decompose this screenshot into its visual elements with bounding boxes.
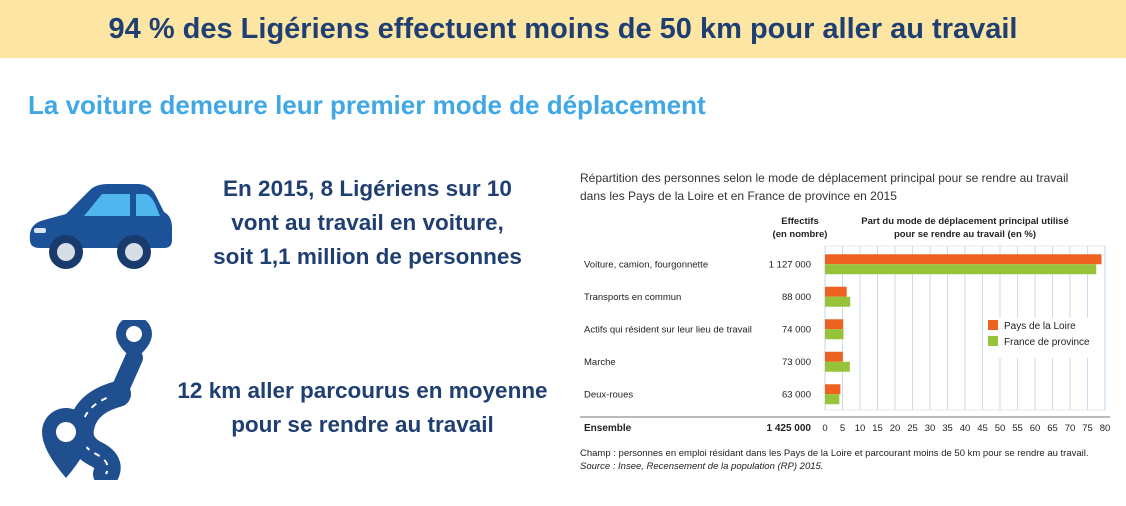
stat-distance-line2: pour se rendre au travail	[231, 411, 494, 437]
effectifs-header-line2: (en nombre)	[773, 229, 828, 240]
header-banner: 94 % des Ligériens effectuent moins de 5…	[0, 0, 1126, 58]
x-tick-label: 55	[1012, 423, 1023, 434]
bar-france-de-province	[825, 329, 844, 340]
bar-pays-de-la-loire	[825, 384, 841, 395]
effectif-value: 88 000	[782, 292, 811, 303]
bar-pays-de-la-loire	[825, 286, 847, 297]
chart-total-label: Ensemble	[584, 423, 632, 434]
bar-pays-de-la-loire	[825, 319, 844, 330]
stat-distance-line1: 12 km aller parcourus en moyenne	[177, 378, 548, 403]
effectifs-header-line1: Effectifs	[781, 216, 818, 227]
page-title: 94 % des Ligériens effectuent moins de 5…	[108, 12, 1018, 45]
x-tick-label: 70	[1065, 423, 1076, 434]
category-label: Transports en commun	[584, 292, 681, 303]
chart-note-source: Source : Insee, Recensement de la popula…	[580, 461, 823, 472]
bars-header-line1: Part du mode de déplacement principal ut…	[861, 216, 1068, 227]
stat-car-share: En 2015, 8 Ligériens sur 10 vont au trav…	[190, 172, 545, 273]
winding-road-pin-icon	[42, 320, 152, 480]
category-label: Actifs qui résident sur leur lieu de tra…	[584, 324, 752, 335]
effectif-value: 74 000	[782, 324, 811, 335]
x-tick-label: 5	[840, 423, 845, 434]
legend-swatch-pays-de-la-loire	[988, 320, 998, 330]
x-tick-label: 40	[960, 423, 971, 434]
chart-title-line2: dans les Pays de la Loire et en France d…	[580, 189, 897, 203]
stat-car-line2: vont au travail en voiture,	[231, 209, 504, 235]
stat-car-line3: soit 1,1 million de personnes	[213, 243, 522, 269]
x-tick-label: 65	[1047, 423, 1058, 434]
category-label: Marche	[584, 357, 616, 368]
chart-svg: Répartition des personnes selon le mode …	[580, 171, 1111, 472]
legend-label-france-de-province: France de province	[1004, 337, 1090, 348]
x-tick-label: 60	[1030, 423, 1041, 434]
section-subtitle: La voiture demeure leur premier mode de …	[28, 90, 706, 120]
stat-car-line1: En 2015, 8 Ligériens sur 10	[223, 176, 512, 201]
x-tick-label: 35	[942, 423, 953, 434]
chart-note-champ: Champ : personnes en emploi résidant dan…	[580, 448, 1089, 459]
chart-legend: Pays de la Loire France de province	[984, 318, 1096, 358]
transport-mode-chart: Répartition des personnes selon le mode …	[570, 160, 1120, 500]
stat-distance: 12 km aller parcourus en moyenne pour se…	[150, 374, 575, 442]
effectif-value: 63 000	[782, 389, 811, 400]
x-tick-label: 45	[977, 423, 988, 434]
effectif-value: 73 000	[782, 357, 811, 368]
x-tick-label: 10	[855, 423, 866, 434]
x-tick-label: 25	[907, 423, 918, 434]
effectif-value: 1 127 000	[769, 259, 811, 270]
chart-total-value: 1 425 000	[767, 423, 812, 434]
x-tick-label: 75	[1082, 423, 1093, 434]
chart-title-line1: Répartition des personnes selon le mode …	[580, 171, 1068, 185]
category-label: Deux-roues	[584, 389, 633, 400]
bar-france-de-province	[825, 394, 840, 405]
x-tick-label: 30	[925, 423, 936, 434]
legend-label-pays-de-la-loire: Pays de la Loire	[1004, 321, 1076, 332]
bar-pays-de-la-loire	[825, 254, 1102, 265]
x-tick-label: 80	[1100, 423, 1111, 434]
x-tick-label: 15	[872, 423, 883, 434]
x-tick-label: 50	[995, 423, 1006, 434]
bars-header-line2: pour se rendre au travail (en %)	[894, 229, 1036, 240]
car-icon	[29, 184, 173, 269]
bar-france-de-province	[825, 296, 851, 307]
bar-france-de-province	[825, 361, 850, 372]
bar-france-de-province	[825, 264, 1097, 275]
legend-swatch-france-de-province	[988, 336, 998, 346]
category-label: Voiture, camion, fourgonnette	[584, 259, 708, 270]
x-tick-label: 20	[890, 423, 901, 434]
bar-pays-de-la-loire	[825, 351, 843, 362]
x-tick-label: 0	[822, 423, 827, 434]
